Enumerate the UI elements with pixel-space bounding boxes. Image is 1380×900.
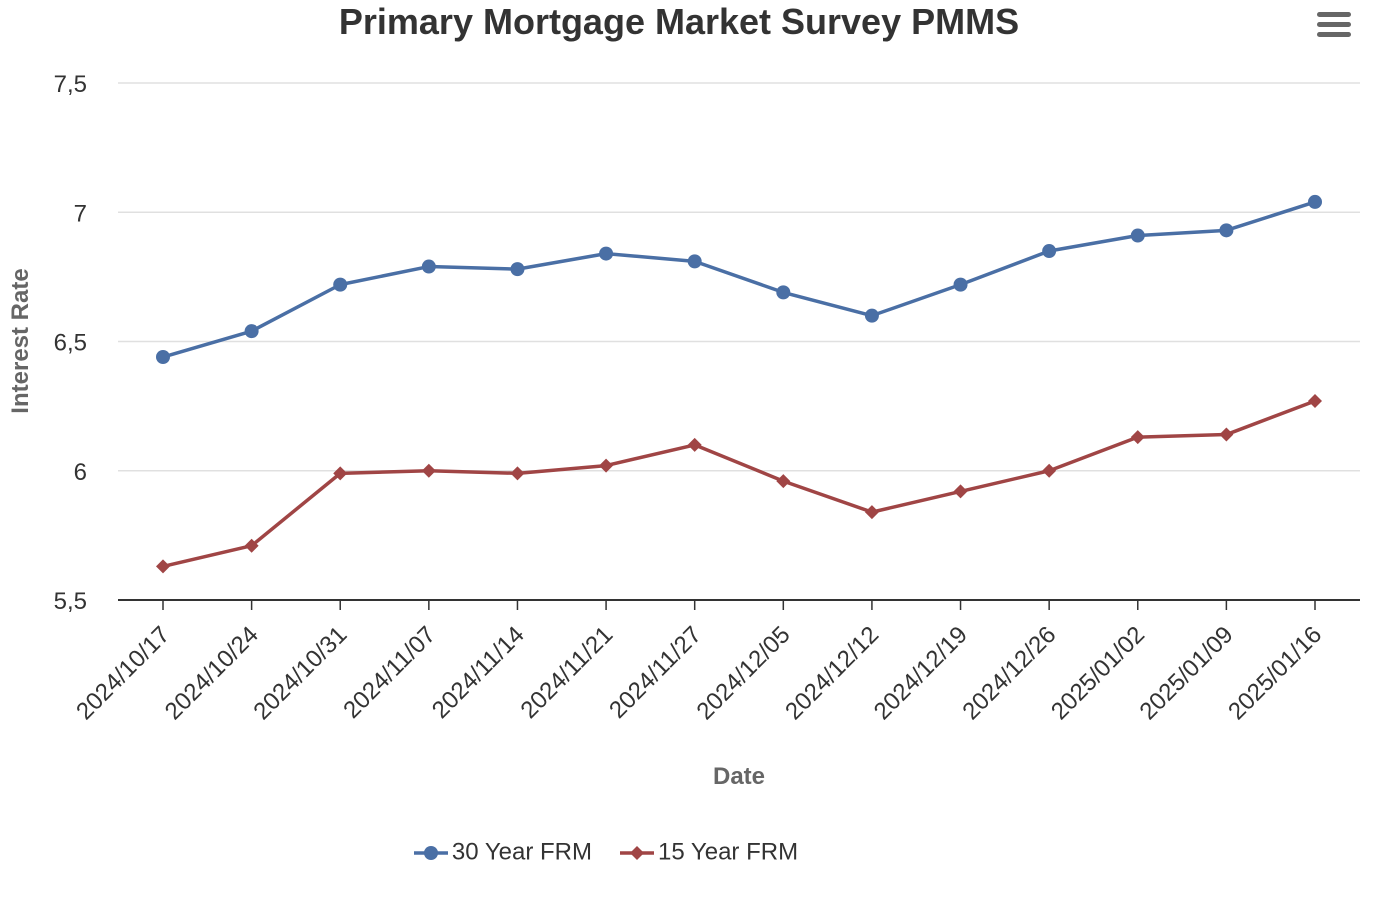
data-point [510, 466, 525, 481]
legend-marker [630, 845, 644, 860]
data-point [953, 484, 968, 499]
chart-plot: 5,5 6 6,5 7 7,5 2024/10/172024/10/242024/10/… [7, 71, 1360, 790]
legend-label: 30 Year FRM [451, 838, 592, 866]
data-point [1130, 430, 1145, 445]
data-point [421, 463, 436, 478]
data-point [687, 254, 702, 269]
data-point [156, 350, 170, 365]
data-point [1308, 194, 1322, 209]
data-point [776, 285, 791, 300]
series-line [162, 200, 1316, 359]
legend-item-30-year-frm[interactable]: 30 Year FRM [413, 838, 592, 867]
x-axis-ticks: 2024/10/172024/10/242024/10/312024/11/07… [71, 600, 1327, 725]
data-point [599, 246, 614, 261]
data-point [1130, 228, 1145, 243]
grid-lines [118, 82, 1360, 601]
data-point [510, 262, 525, 277]
x-axis-title: Date [713, 763, 765, 790]
chart-legend: 30 Year FRM 15 Year FRM [0, 838, 1212, 867]
data-point [244, 324, 259, 339]
legend-marker [423, 845, 438, 860]
x-tick-label: 2024/12/26 [957, 621, 1061, 725]
data-point [244, 538, 259, 553]
x-tick-label: 2024/12/19 [869, 621, 973, 725]
x-tick-label: 2024/10/17 [71, 621, 175, 725]
x-tick-label: 2024/11/14 [427, 621, 530, 724]
x-tick-label: 2024/11/27 [604, 621, 707, 724]
x-tick-label: 2025/01/16 [1223, 621, 1327, 725]
data-point [953, 277, 968, 292]
series-30-year-frm [156, 194, 1322, 365]
y-tick-label: 7,5 [54, 71, 87, 98]
y-tick-label: 7 [74, 200, 87, 227]
menu-icon [1317, 22, 1351, 27]
data-point [1219, 223, 1234, 238]
data-point [1219, 427, 1234, 442]
data-point [776, 474, 791, 489]
menu-icon [1317, 32, 1351, 37]
x-tick-label: 2024/10/24 [160, 621, 264, 725]
data-point [421, 259, 436, 274]
legend-item-15-year-frm[interactable]: 15 Year FRM [620, 838, 798, 867]
x-tick-label: 2024/10/31 [248, 621, 352, 725]
y-tick-label: 5,5 [54, 588, 87, 615]
x-tick-label: 2024/11/07 [338, 621, 441, 724]
y-axis-ticks: 5,5 6 6,5 7 7,5 [54, 71, 87, 615]
data-point [687, 437, 702, 452]
x-tick-label: 2024/11/21 [516, 621, 619, 724]
data-point [156, 559, 170, 574]
series-lines [156, 194, 1322, 574]
chart-title: Primary Mortgage Market Survey PMMS [338, 1, 1020, 42]
data-point [1042, 463, 1057, 478]
y-tick-label: 6 [74, 459, 87, 486]
data-point [333, 277, 348, 292]
y-tick-label: 6,5 [54, 330, 87, 357]
data-point [599, 458, 614, 473]
series-line [162, 399, 1316, 569]
x-tick-label: 2024/12/05 [692, 621, 796, 725]
data-point [1042, 244, 1057, 259]
legend-symbol [413, 845, 448, 860]
chart-menu-button[interactable] [1314, 8, 1354, 42]
data-point [333, 466, 348, 481]
x-tick-label: 2024/12/12 [780, 621, 884, 725]
x-tick-label: 2025/01/02 [1046, 621, 1150, 725]
data-point [864, 308, 879, 323]
data-point [864, 505, 879, 520]
data-point [1308, 393, 1322, 408]
legend-symbol [620, 845, 654, 860]
menu-icon [1317, 12, 1351, 17]
x-tick-label: 2025/01/09 [1135, 621, 1239, 725]
y-axis-title: Interest Rate [7, 268, 34, 413]
series-15-year-frm [156, 393, 1322, 574]
legend-label: 15 Year FRM [658, 838, 799, 866]
